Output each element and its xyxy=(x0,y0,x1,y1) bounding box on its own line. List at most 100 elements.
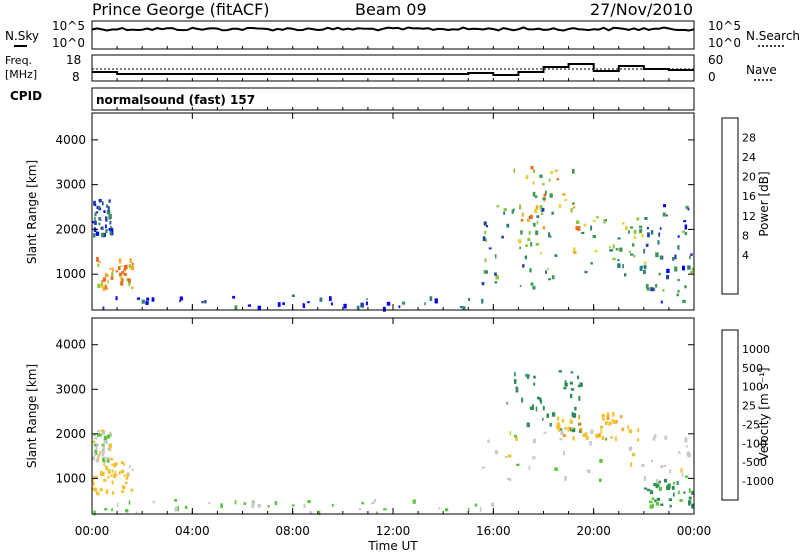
power-echo-cell xyxy=(562,193,565,196)
nsky-panel: N.Sky 10^5 10^0 10^5 10^0 N.Search xyxy=(5,19,800,50)
velocity-echo-cell xyxy=(653,437,656,441)
power-echo-cell xyxy=(658,233,660,237)
power-echo-cell xyxy=(572,169,575,174)
power-echo-cell xyxy=(666,275,669,279)
power-echo-cell xyxy=(690,271,693,274)
nave-tick-top: 60 xyxy=(708,53,723,67)
power-echo-cell xyxy=(292,295,295,298)
velocity-colorbar-tick: -1000 xyxy=(742,475,774,488)
power-echo-cell xyxy=(111,228,113,231)
power-echo-cell xyxy=(533,181,535,184)
velocity-echo-cell xyxy=(383,508,387,510)
power-echo-cell xyxy=(107,210,110,214)
velocity-echo-cell xyxy=(532,456,535,459)
nave-label: Nave xyxy=(746,63,777,77)
velocity-echo-cell xyxy=(682,473,684,477)
power-echo-cell xyxy=(527,218,530,222)
power-echo-cell xyxy=(98,264,100,268)
velocity-echo-cell xyxy=(107,434,110,438)
velocity-echo-cell xyxy=(669,498,672,501)
velocity-echo-cell xyxy=(571,427,573,429)
power-echo-cell xyxy=(622,264,624,268)
power-echo-cell xyxy=(625,226,628,230)
time-axis: 00:00 04:00 08:00 12:00 16:00 20:00 00:00 xyxy=(75,46,712,538)
velocity-echo-cell xyxy=(527,423,530,428)
velocity-echo-cell xyxy=(220,503,223,508)
freq-panel: Freq. [MHz] 18 8 60 0 Nave xyxy=(5,53,777,84)
power-echo-cell xyxy=(678,235,680,237)
velocity-y-tick-label: 3000 xyxy=(55,382,86,396)
velocity-echo-cell xyxy=(578,385,581,388)
velocity-echo-cell xyxy=(562,419,564,423)
velocity-echo-cell xyxy=(121,490,124,492)
power-echo-cell xyxy=(152,297,155,301)
velocity-echo-cell xyxy=(96,492,99,496)
power-echo-cell xyxy=(103,210,105,213)
velocity-echo-cell xyxy=(647,489,650,491)
power-echo-cell xyxy=(666,215,668,217)
power-echo-cell xyxy=(550,193,553,197)
velocity-echo-cell xyxy=(644,488,647,490)
velocity-echo-cell xyxy=(540,400,542,404)
velocity-echo-cell xyxy=(678,491,680,495)
power-echo-cell xyxy=(232,296,235,299)
velocity-echo-cell xyxy=(445,508,448,511)
x-tick-label: 00:00 xyxy=(677,524,712,538)
velocity-echo-cell xyxy=(673,482,675,484)
power-echo-cell xyxy=(128,282,130,286)
power-echo-cell xyxy=(541,213,543,216)
velocity-echo-cell xyxy=(656,479,659,483)
power-echo-cell xyxy=(641,234,643,238)
power-echo-cell xyxy=(484,231,486,235)
power-echo-cell xyxy=(520,230,523,234)
velocity-echo-cell xyxy=(680,468,682,472)
power-echo-cell xyxy=(484,222,487,226)
power-echo-cell xyxy=(430,296,433,301)
power-echo-cell xyxy=(248,304,251,306)
velocity-echo-cell xyxy=(93,441,96,443)
power-echo-cell xyxy=(102,201,104,205)
power-echo-cell xyxy=(655,284,657,288)
velocity-echo-cell xyxy=(95,437,98,440)
velocity-echo-cell xyxy=(530,406,533,409)
power-echo-cell xyxy=(640,266,643,271)
velocity-echo-cell xyxy=(689,497,692,500)
power-y-tick-label: 4000 xyxy=(55,133,86,147)
power-echo-cell xyxy=(518,239,521,243)
power-echo-cell xyxy=(331,302,333,305)
power-echo-cell xyxy=(685,225,688,230)
velocity-echo-cell xyxy=(670,505,672,508)
power-echo-cell xyxy=(121,278,123,282)
velocity-echo-cell xyxy=(475,504,477,507)
power-echo-cell xyxy=(282,302,285,305)
station-title: Prince George (fitACF) xyxy=(92,0,270,19)
power-echo-cell xyxy=(531,166,534,170)
velocity-echo-cell xyxy=(542,418,544,421)
velocity-echo-cell xyxy=(258,504,261,508)
power-colorbar-tick: 12 xyxy=(742,210,756,223)
power-echo-cell xyxy=(674,255,676,260)
freq-label: Freq. xyxy=(5,54,32,67)
power-echo-cell xyxy=(485,270,488,273)
velocity-echo-cell xyxy=(529,466,531,470)
power-echo-cell xyxy=(525,256,528,258)
velocity-echo-cell xyxy=(605,438,607,441)
velocity-echo-cell xyxy=(97,430,100,433)
velocity-echo-cell xyxy=(557,416,559,420)
velocity-echo-cell xyxy=(546,414,549,418)
power-echo-cell xyxy=(624,273,626,276)
power-echo-cell xyxy=(543,226,545,230)
power-echo-cell xyxy=(643,270,646,274)
velocity-echo-cell xyxy=(505,456,508,458)
power-echo-cell xyxy=(678,290,680,293)
velocity-echo-cell xyxy=(691,504,693,509)
power-echo-cell xyxy=(646,244,649,247)
power-echo-cell xyxy=(235,305,238,309)
freq-tick-bottom: 8 xyxy=(72,70,80,84)
nsky-label: N.Sky xyxy=(5,29,39,43)
power-echo-cell xyxy=(485,258,487,262)
velocity-echo-cell xyxy=(108,469,111,474)
power-echo-cell xyxy=(320,297,323,302)
velocity-echo-cell xyxy=(103,445,105,449)
velocity-echo-cell xyxy=(495,450,498,454)
